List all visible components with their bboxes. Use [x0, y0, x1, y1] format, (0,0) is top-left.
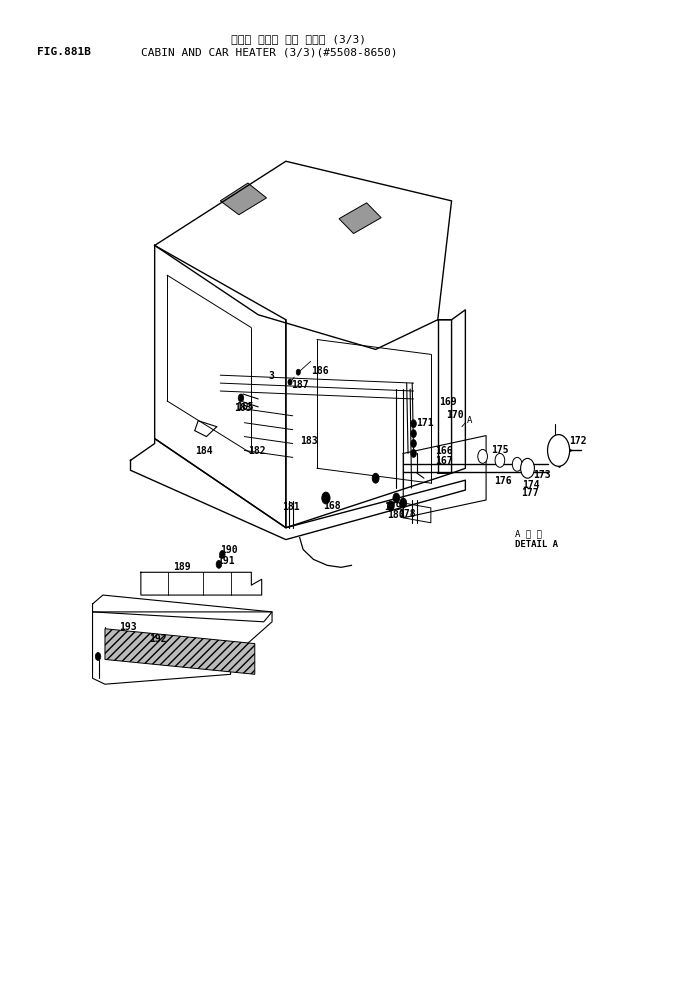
Text: 191: 191: [217, 557, 235, 567]
Text: 190: 190: [220, 546, 238, 556]
Text: CABIN AND CAR HEATER (3/3)(#5508-8650): CABIN AND CAR HEATER (3/3)(#5508-8650): [141, 48, 397, 58]
Circle shape: [95, 652, 101, 660]
Text: キャブ オヨビ カー ヒータ (3/3): キャブ オヨビ カー ヒータ (3/3): [230, 35, 365, 45]
Circle shape: [521, 458, 535, 478]
Circle shape: [548, 434, 569, 466]
Text: 193: 193: [120, 622, 137, 631]
Text: A: A: [467, 416, 472, 425]
Circle shape: [388, 501, 394, 511]
Circle shape: [411, 429, 416, 437]
Text: 185: 185: [234, 402, 252, 413]
Text: 166: 166: [435, 446, 452, 456]
Text: 165: 165: [236, 401, 254, 412]
Circle shape: [495, 453, 505, 467]
Circle shape: [411, 419, 416, 427]
Text: 180: 180: [387, 510, 404, 520]
Text: 183: 183: [301, 435, 318, 445]
Circle shape: [512, 457, 522, 471]
Text: 171: 171: [416, 417, 434, 427]
Polygon shape: [141, 573, 262, 595]
Circle shape: [411, 439, 416, 447]
Polygon shape: [131, 438, 466, 540]
Circle shape: [216, 561, 221, 569]
Circle shape: [288, 379, 292, 385]
Circle shape: [411, 449, 416, 457]
Text: 168: 168: [323, 501, 341, 511]
Text: DETAIL A: DETAIL A: [515, 540, 558, 549]
Text: 187: 187: [291, 380, 308, 390]
Text: 175: 175: [491, 445, 509, 455]
Polygon shape: [105, 628, 255, 674]
Circle shape: [296, 370, 301, 375]
Text: 172: 172: [569, 435, 587, 445]
Text: 176: 176: [494, 476, 512, 486]
Circle shape: [372, 473, 379, 483]
Circle shape: [219, 551, 225, 559]
Polygon shape: [93, 612, 272, 684]
Text: 170: 170: [446, 409, 464, 419]
Text: 174: 174: [522, 480, 539, 490]
Text: 173: 173: [533, 470, 551, 480]
Circle shape: [400, 498, 406, 508]
Polygon shape: [339, 203, 381, 233]
Text: 178: 178: [397, 509, 416, 519]
Text: 177: 177: [521, 488, 539, 498]
Text: 192: 192: [149, 633, 167, 643]
Text: 169: 169: [439, 397, 457, 407]
Text: A 詳 図: A 詳 図: [515, 530, 542, 539]
Text: 167: 167: [435, 456, 452, 466]
Text: 189: 189: [173, 563, 190, 573]
Polygon shape: [220, 183, 267, 215]
Text: 3: 3: [269, 372, 274, 381]
Circle shape: [477, 449, 487, 463]
Text: 182: 182: [248, 446, 266, 456]
Text: 181: 181: [282, 502, 299, 512]
Text: 186: 186: [310, 367, 329, 376]
Circle shape: [238, 394, 244, 402]
Circle shape: [393, 493, 400, 503]
Polygon shape: [93, 595, 272, 622]
Circle shape: [322, 492, 330, 504]
Text: 179: 179: [384, 502, 402, 512]
Text: FIG.881B: FIG.881B: [38, 48, 91, 58]
Text: 184: 184: [196, 446, 213, 456]
